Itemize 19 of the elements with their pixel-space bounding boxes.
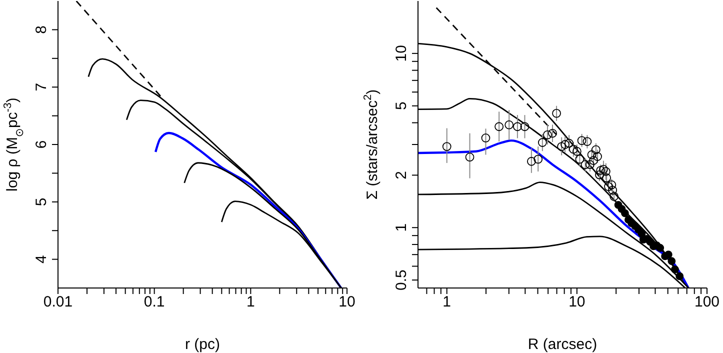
x-tick-label: 100 [694, 294, 720, 311]
y-tick-label: 2 [393, 171, 410, 180]
y-tick-label: 1 [393, 223, 410, 232]
x-tick-label: 0.01 [43, 294, 73, 311]
y-tick-label: 6 [33, 140, 50, 149]
y-tick-label: 5 [393, 102, 410, 110]
y-tick-label: 7 [33, 82, 50, 92]
y-tick-label: 10 [393, 45, 410, 62]
y-tick-label: 4 [33, 255, 50, 264]
x-tick-label: 0.1 [144, 294, 165, 311]
x-tick-label: 10 [568, 294, 586, 311]
x-tick-label: 1 [442, 294, 452, 311]
y-tick-label: 0.5 [393, 270, 410, 290]
x-tick-label: 10 [338, 294, 356, 311]
x-axis-title: r (pc) [185, 336, 220, 353]
x-tick-label: 1 [246, 294, 255, 311]
y-tick-label: 8 [33, 26, 50, 34]
x-axis-title: R (arcsec) [528, 336, 598, 353]
y-tick-label: 5 [33, 198, 50, 206]
